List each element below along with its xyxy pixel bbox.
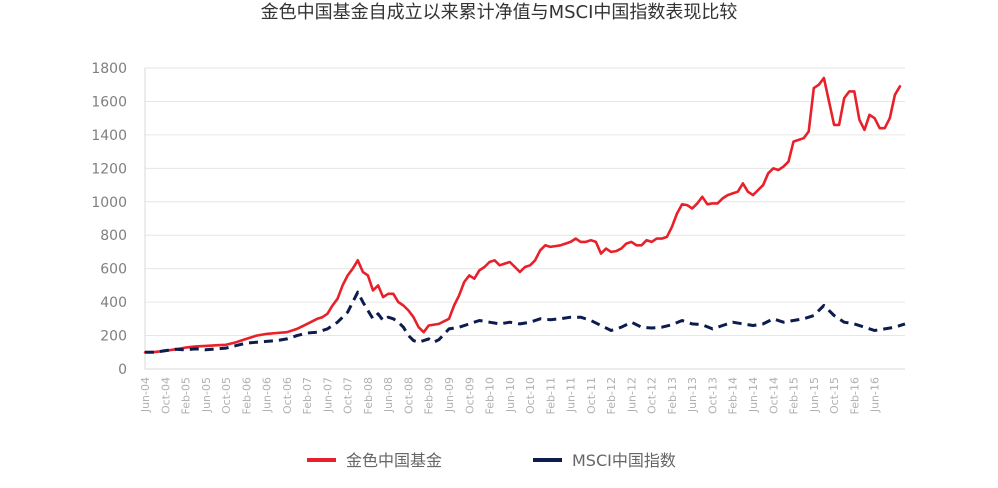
x-tick-label-Jun-13: Jun-13 <box>686 377 699 413</box>
x-tick-label-Feb-13: Feb-13 <box>666 377 679 414</box>
series-line-0 <box>143 76 902 354</box>
y-tick-label-1800: 1800 <box>91 61 127 77</box>
y-axis: 0 200 400 600 800 1000 1200 1400 1600 1800 <box>91 61 146 378</box>
x-tick-label-Oct-11: Oct-11 <box>585 377 598 414</box>
x-tick-label-Oct-04: Oct-04 <box>159 377 172 414</box>
x-tick-label-Oct-08: Oct-08 <box>402 377 415 414</box>
x-tick-label-Feb-07: Feb-07 <box>301 377 314 414</box>
x-tick-label-Oct-13: Oct-13 <box>706 377 719 414</box>
x-tick-label-Jun-08: Jun-08 <box>382 377 395 413</box>
x-tick-label-Jun-12: Jun-12 <box>625 377 638 413</box>
x-tick-label-Jun-15: Jun-15 <box>808 377 821 413</box>
x-tick-label-Oct-10: Oct-10 <box>524 377 537 414</box>
chart-title: 金色中国基金自成立以来累计净值与MSCI中国指数表现比较 <box>261 2 738 23</box>
legend-label-fund: 金色中国基金 <box>346 451 442 470</box>
x-tick-label-Feb-15: Feb-15 <box>788 377 801 414</box>
x-axis: Jun-04 Oct-04 Feb-05 Jun-05 Oct-05 Feb-06 Jun-… <box>139 368 905 414</box>
x-tick-label-Feb-11: Feb-11 <box>544 377 557 414</box>
x-tick-label-Oct-14: Oct-14 <box>767 377 780 414</box>
y-tick-label-1000: 1000 <box>91 195 127 211</box>
x-tick-label-Jun-06: Jun-06 <box>261 377 274 413</box>
legend: 金色中国基金 MSCI中国指数 <box>307 451 676 470</box>
y-tick-label-200: 200 <box>100 329 127 345</box>
y-tick-label-1200: 1200 <box>91 161 127 177</box>
x-tick-label-Oct-09: Oct-09 <box>463 377 476 414</box>
x-tick-label-Feb-09: Feb-09 <box>423 377 436 414</box>
y-tick-label-600: 600 <box>100 262 127 278</box>
x-tick-label-Feb-12: Feb-12 <box>605 377 618 414</box>
x-tick-label-Feb-05: Feb-05 <box>180 377 193 414</box>
y-tick-label-800: 800 <box>100 228 127 244</box>
x-tick-label-Jun-05: Jun-05 <box>200 377 213 413</box>
x-tick-label-Jun-07: Jun-07 <box>321 377 334 413</box>
x-tick-label-Oct-06: Oct-06 <box>281 377 294 414</box>
x-tick-label-Feb-08: Feb-08 <box>362 377 375 414</box>
x-tick-label-Feb-14: Feb-14 <box>727 377 740 414</box>
x-tick-label-Feb-06: Feb-06 <box>240 377 253 414</box>
x-tick-label-Oct-05: Oct-05 <box>220 377 233 414</box>
y-tick-label-0: 0 <box>118 362 127 378</box>
series-line-1 <box>145 290 906 354</box>
y-tick-label-1400: 1400 <box>91 128 127 144</box>
x-tick-label-Oct-07: Oct-07 <box>342 377 355 414</box>
x-tick-label-Oct-12: Oct-12 <box>646 377 659 414</box>
legend-label-msci: MSCI中国指数 <box>572 451 676 470</box>
x-tick-label-Feb-16: Feb-16 <box>848 377 861 414</box>
x-tick-label-Jun-11: Jun-11 <box>565 377 578 413</box>
x-tick-label-Jun-14: Jun-14 <box>747 377 760 413</box>
x-tick-label-Feb-10: Feb-10 <box>484 377 497 414</box>
gridlines <box>145 67 905 337</box>
x-tick-label-Jun-09: Jun-09 <box>443 377 456 413</box>
x-tick-label-Oct-15: Oct-15 <box>828 377 841 414</box>
x-tick-label-Jun-10: Jun-10 <box>504 377 517 413</box>
y-tick-label-1600: 1600 <box>91 94 127 110</box>
x-tick-label-Jun-04: Jun-04 <box>139 377 152 413</box>
x-tick-label-Jun-16: Jun-16 <box>869 377 882 413</box>
series-layer <box>143 76 906 354</box>
y-tick-label-400: 400 <box>100 295 127 311</box>
